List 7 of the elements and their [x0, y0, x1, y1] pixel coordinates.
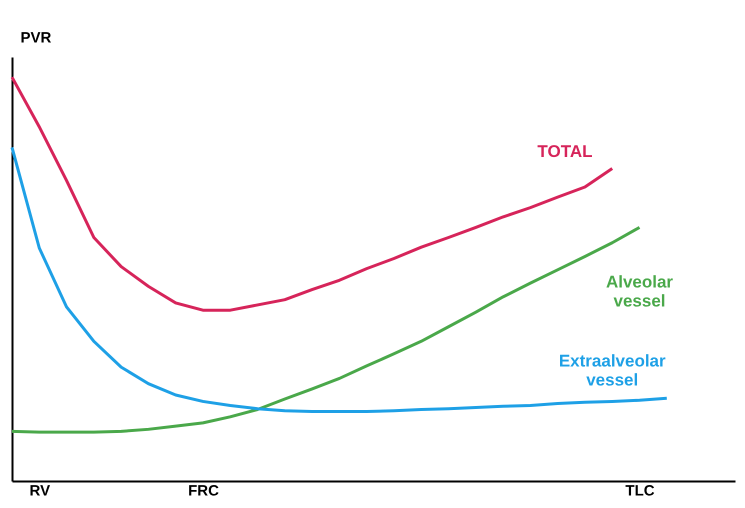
y-axis-title: PVR: [20, 30, 52, 46]
x-tick-label: RV: [29, 482, 50, 500]
series-label: Extraalveolar vessel: [558, 351, 666, 390]
series-label: Alveolar vessel: [606, 272, 674, 310]
series-label: TOTAL: [537, 142, 592, 162]
x-tick-label: FRC: [188, 482, 220, 500]
x-tick-label: TLC: [625, 482, 655, 500]
